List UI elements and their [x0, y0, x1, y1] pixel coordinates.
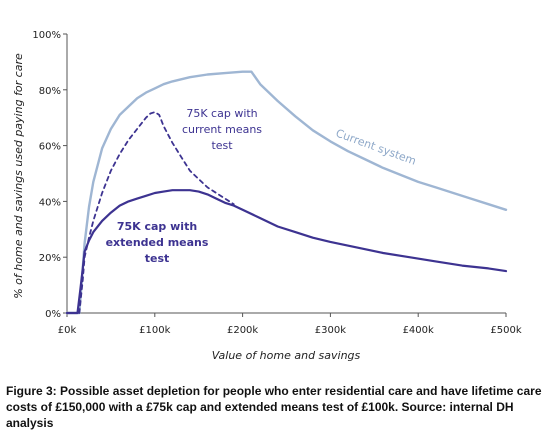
y-tick-label: 80% [39, 86, 61, 97]
x-tick-label: £300k [315, 325, 346, 336]
x-tick-label: £0k [58, 325, 77, 336]
annotation-cap-extended-line3: test [145, 252, 170, 265]
tick-labels: 0% 20% 40% 60% 80% 100% £0k £100k £200k £300k £400… [32, 30, 521, 336]
line-chart: 0% 20% 40% 60% 80% 100% £0k £100k £200k £300k £400… [12, 30, 522, 362]
series-layer [65, 70, 508, 315]
annotation-cap-current-line1: 75K cap with [186, 107, 257, 120]
y-tick-label: 0% [45, 309, 61, 320]
figure-caption: Figure 3: Possible asset depletion for p… [6, 384, 542, 430]
annotation-cap-current-line2: current means [182, 123, 262, 136]
annotation-cap-extended-line2: extended means [106, 236, 209, 249]
y-tick-label: 20% [39, 253, 61, 264]
annotation-cap-extended-line1: 75K cap with [117, 220, 197, 233]
series-current-system [65, 70, 508, 315]
y-tick-label: 60% [39, 142, 61, 153]
x-tick-label: £500k [490, 325, 521, 336]
x-tick-label: £100k [139, 325, 170, 336]
x-axis-title: Value of home and savings [212, 349, 361, 362]
series-75k-cap-extended-means-test [65, 189, 508, 315]
x-tick-label: £200k [227, 325, 258, 336]
x-tick-label: £400k [403, 325, 434, 336]
axes [63, 33, 507, 317]
annotation-current-system: Current system [334, 127, 418, 168]
series-75k-cap-current-means-test [78, 111, 235, 314]
y-axis-title: % of home and savings used paying for ca… [12, 53, 25, 299]
y-tick-label: 40% [39, 197, 61, 208]
annotation-cap-current-line3: test [211, 139, 233, 152]
y-tick-label: 100% [32, 30, 61, 41]
